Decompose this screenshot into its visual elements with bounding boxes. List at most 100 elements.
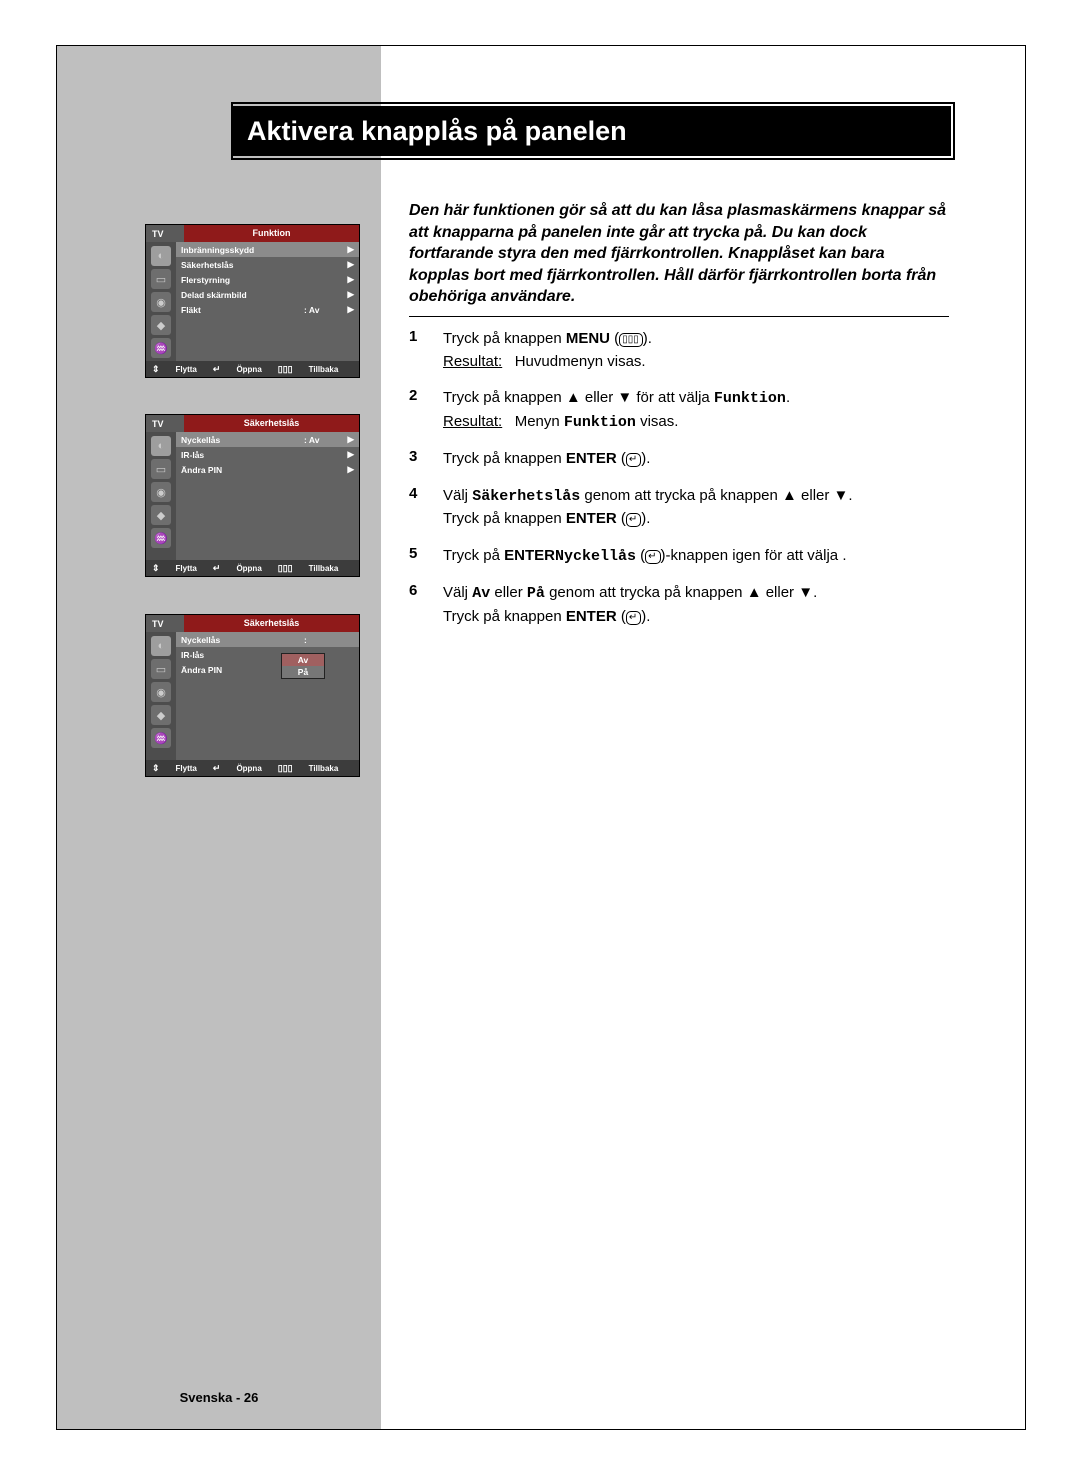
osd-rows: Nyckellås:IR-låsÄndra PINAvPå	[176, 632, 359, 760]
osd-body: ◐▭◉◆♒Nyckellås:IR-låsÄndra PINAvPå	[146, 632, 359, 760]
step-body: Välj Säkerhetslås genom att trycka på kn…	[443, 485, 949, 531]
osd-screenshot-sakerhetslas: TVSäkerhetslås◐▭◉◆♒Nyckellås: Av▶IR-lås▶…	[145, 414, 360, 577]
step-number: 5	[409, 545, 443, 569]
osd-popup-option: Av	[282, 654, 324, 666]
title-box: Aktivera knapplås på panelen	[231, 106, 951, 156]
step-row: 6Välj Av eller På genom att trycka på kn…	[409, 582, 949, 628]
osd-category-icon: ◆	[151, 505, 171, 525]
osd-title: Säkerhetslås	[184, 415, 359, 432]
osd-icon-column: ◐ ▭ ◉ ◆ ♒	[146, 432, 176, 560]
osd-screenshot-sakerhetslas-popup: TVSäkerhetslås◐▭◉◆♒Nyckellås:IR-låsÄndra…	[145, 614, 360, 777]
intro-paragraph: Den här funktionen gör så att du kan lås…	[409, 200, 949, 308]
enter-icon: ↵	[626, 513, 641, 527]
osd-menu-item: IR-lås	[176, 647, 359, 662]
osd-tv-label: TV	[146, 419, 184, 429]
step-body: Välj Av eller På genom att trycka på kna…	[443, 582, 949, 628]
osd-menu-item: Inbränningsskydd▶	[176, 242, 359, 257]
osd-menu-item: Ändra PIN▶	[176, 462, 359, 477]
osd-icon-column: ◐ ▭ ◉ ◆ ♒	[146, 242, 176, 361]
osd-category-icon: ▭	[151, 269, 171, 289]
osd-footer-move: ⇕Flytta	[152, 763, 197, 774]
step-body: Tryck på knappen ENTER (↵).	[443, 448, 949, 471]
osd-footer-open: ↵Öppna	[213, 563, 262, 574]
step-number: 6	[409, 582, 443, 628]
step-row: 3Tryck på knappen ENTER (↵).	[409, 448, 949, 471]
step-body: Tryck på ENTERNyckellås (↵)-knappen igen…	[443, 545, 949, 569]
osd-menu-item: Säkerhetslås▶	[176, 257, 359, 272]
divider	[409, 316, 949, 317]
osd-header: TVSäkerhetslås	[146, 415, 359, 432]
osd-category-icon: ◉	[151, 682, 171, 702]
step-number: 1	[409, 328, 443, 373]
osd-category-icon: ▭	[151, 659, 171, 679]
osd-category-icon: ♒	[151, 728, 171, 748]
osd-footer: ⇕Flytta ↵Öppna ▯▯▯Tillbaka	[146, 361, 359, 377]
osd-header: TVFunktion	[146, 225, 359, 242]
osd-menu-item: Nyckellås: Av▶	[176, 432, 359, 447]
osd-category-icon: ◐	[151, 246, 171, 266]
osd-menu-item: Flerstyrning▶	[176, 272, 359, 287]
osd-menu-item: Nyckellås:	[176, 632, 359, 647]
osd-menu-item: IR-lås▶	[176, 447, 359, 462]
osd-popup: AvPå	[281, 653, 325, 679]
osd-popup-option: På	[282, 666, 324, 678]
step-row: 2Tryck på knappen ▲ eller ▼ för att välj…	[409, 387, 949, 434]
step-line: Tryck på knappen ENTER (↵).	[443, 606, 949, 629]
osd-tv-label: TV	[146, 229, 184, 239]
osd-menu-item: Ändra PIN	[176, 662, 359, 677]
osd-category-icon: ◉	[151, 482, 171, 502]
osd-title: Säkerhetslås	[184, 615, 359, 632]
step-line: Tryck på knappen ENTER (↵).	[443, 508, 949, 531]
step-number: 3	[409, 448, 443, 471]
osd-tv-label: TV	[146, 619, 184, 629]
step-line: Välj Av eller På genom att trycka på kna…	[443, 582, 949, 606]
step-row: 1Tryck på knappen MENU (▯▯▯).Resultat: H…	[409, 328, 949, 373]
osd-category-icon: ◐	[151, 436, 171, 456]
step-line: Tryck på knappen ▲ eller ▼ för att välja…	[443, 387, 949, 411]
instruction-steps: 1Tryck på knappen MENU (▯▯▯).Resultat: H…	[409, 328, 949, 642]
osd-screenshot-funktion: TVFunktion◐▭◉◆♒Inbränningsskydd▶Säkerhet…	[145, 224, 360, 378]
enter-icon: ↵	[626, 611, 641, 625]
osd-menu-item: Delad skärmbild▶	[176, 287, 359, 302]
osd-footer-back: ▯▯▯Tillbaka	[278, 563, 339, 574]
page-number: Svenska - 26	[57, 1390, 381, 1405]
step-line: Resultat: Menyn Funktion visas.	[443, 411, 949, 435]
enter-icon: ↵	[626, 453, 641, 467]
step-body: Tryck på knappen MENU (▯▯▯).Resultat: Hu…	[443, 328, 949, 373]
osd-rows: Nyckellås: Av▶IR-lås▶Ändra PIN▶	[176, 432, 359, 560]
osd-title: Funktion	[184, 225, 359, 242]
osd-footer-open: ↵Öppna	[213, 364, 262, 375]
osd-footer-back: ▯▯▯Tillbaka	[278, 364, 339, 375]
step-line: Resultat: Huvudmenyn visas.	[443, 351, 949, 374]
osd-category-icon: ▭	[151, 459, 171, 479]
enter-icon: ▯▯▯	[619, 333, 643, 347]
osd-footer-move: ⇕Flytta	[152, 364, 197, 375]
step-line: Välj Säkerhetslås genom att trycka på kn…	[443, 485, 949, 509]
osd-icon-column: ◐▭◉◆♒	[146, 632, 176, 760]
osd-body: ◐▭◉◆♒Nyckellås: Av▶IR-lås▶Ändra PIN▶	[146, 432, 359, 560]
osd-footer: ⇕Flytta ↵Öppna ▯▯▯Tillbaka	[146, 560, 359, 576]
step-number: 2	[409, 387, 443, 434]
step-body: Tryck på knappen ▲ eller ▼ för att välja…	[443, 387, 949, 434]
step-line: Tryck på ENTERNyckellås (↵)-knappen igen…	[443, 545, 949, 569]
step-row: 4Välj Säkerhetslås genom att trycka på k…	[409, 485, 949, 531]
osd-category-icon: ◉	[151, 292, 171, 312]
osd-footer-open: ↵Öppna	[213, 763, 262, 774]
osd-footer-move: ⇕Flytta	[152, 563, 197, 574]
step-line: Tryck på knappen ENTER (↵).	[443, 448, 949, 471]
manual-page: Aktivera knapplås på panelen Den här fun…	[56, 45, 1026, 1430]
osd-category-icon: ◆	[151, 315, 171, 335]
enter-icon: ↵	[645, 550, 660, 564]
osd-rows: Inbränningsskydd▶Säkerhetslås▶Flerstyrni…	[176, 242, 359, 361]
osd-header: TVSäkerhetslås	[146, 615, 359, 632]
osd-category-icon: ♒	[151, 338, 171, 358]
step-line: Tryck på knappen MENU (▯▯▯).	[443, 328, 949, 351]
osd-category-icon: ♒	[151, 528, 171, 548]
osd-footer: ⇕Flytta ↵Öppna ▯▯▯Tillbaka	[146, 760, 359, 776]
step-row: 5Tryck på ENTERNyckellås (↵)-knappen ige…	[409, 545, 949, 569]
osd-footer-back: ▯▯▯Tillbaka	[278, 763, 339, 774]
osd-menu-item: Fläkt: Av▶	[176, 302, 359, 317]
page-title: Aktivera knapplås på panelen	[247, 116, 627, 147]
step-number: 4	[409, 485, 443, 531]
osd-body: ◐▭◉◆♒Inbränningsskydd▶Säkerhetslås▶Flers…	[146, 242, 359, 361]
